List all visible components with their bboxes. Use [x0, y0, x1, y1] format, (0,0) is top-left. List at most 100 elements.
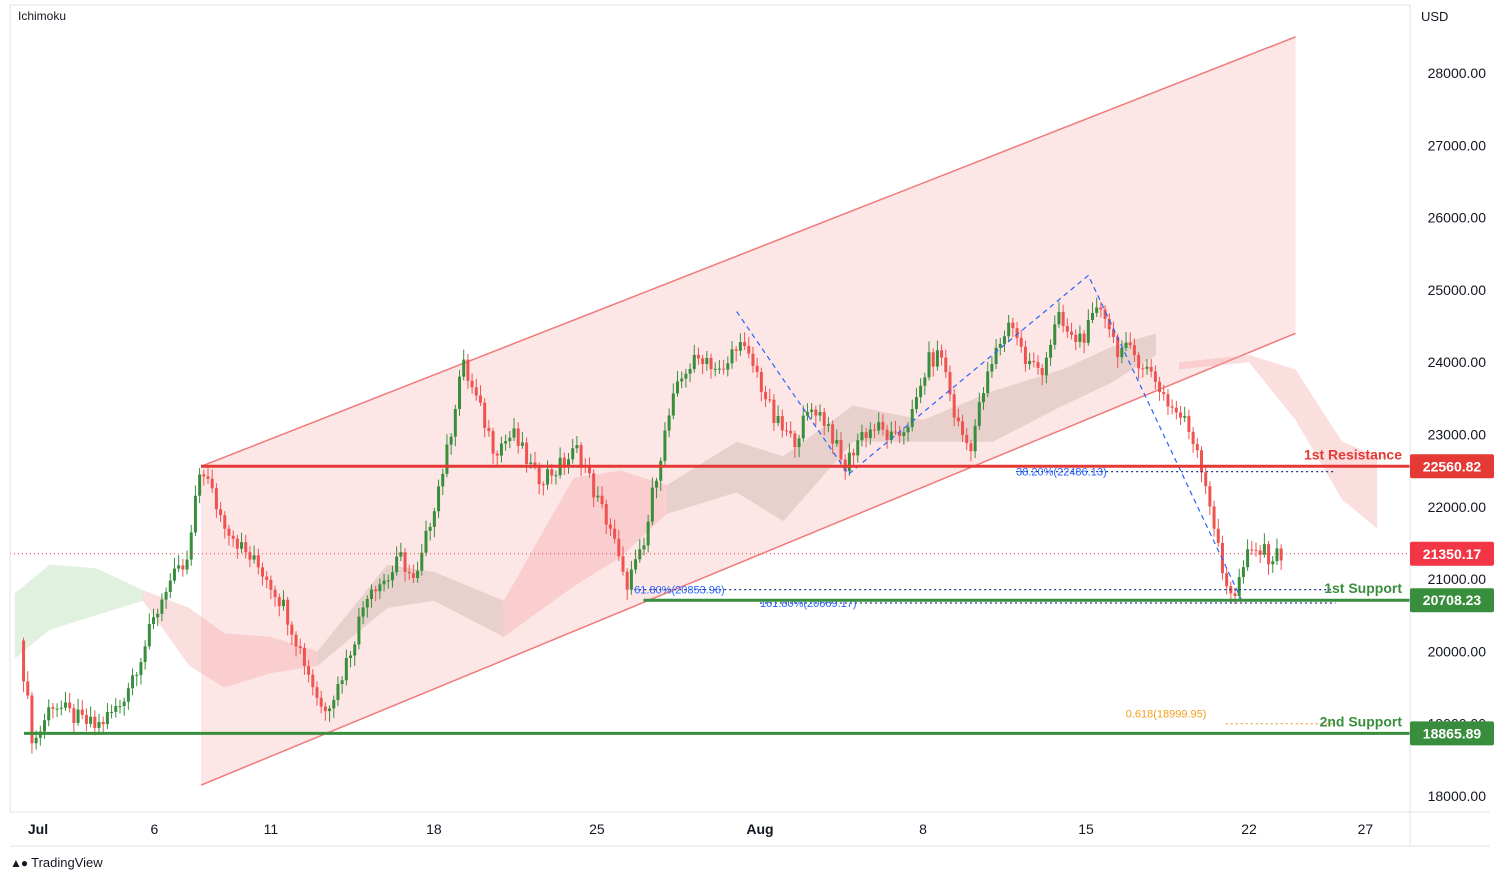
candle-body [244, 542, 248, 553]
candle-body [273, 589, 277, 598]
x-tick-label: Aug [746, 821, 773, 837]
candle-body [608, 524, 612, 529]
candle-body [22, 640, 26, 682]
candle-body [1019, 337, 1023, 347]
candle-body [1262, 544, 1266, 555]
candle-body [382, 580, 386, 585]
candle-body [638, 549, 642, 560]
tradingview-logo: ▲● TradingView [10, 855, 103, 870]
candle-body [428, 526, 432, 531]
ichimoku-cloud-red-3 [1179, 354, 1378, 529]
candle-body [1036, 362, 1040, 368]
candle-body [198, 474, 202, 496]
candle-body [780, 416, 784, 431]
plot-area[interactable]: 38.20%(22486.13)61.80%(20853.96)161.80%(… [10, 36, 1410, 786]
candle-body [110, 711, 114, 713]
candle-body [227, 528, 231, 536]
level-price-label: 22560.82 [1423, 458, 1482, 474]
candle-body [629, 569, 633, 590]
candle-body [948, 372, 952, 395]
price-axis[interactable]: 18000.0019000.0020000.0021000.0022000.00… [9, 4, 1494, 847]
candle-body [181, 565, 185, 570]
candle-body [931, 352, 935, 367]
candle-body [1195, 443, 1199, 451]
fib-swing-line[interactable] [736, 274, 1243, 602]
rising-channel-fill [201, 36, 1296, 786]
candle-body [1044, 357, 1048, 376]
candle-body [1271, 561, 1275, 565]
candle-body [747, 345, 751, 354]
candle-body [814, 409, 818, 416]
candle-body [688, 368, 692, 374]
candle-body [642, 545, 646, 550]
candle-body [349, 655, 353, 659]
candle-body [193, 495, 197, 533]
candle-body [491, 431, 495, 454]
candle-body [1212, 506, 1216, 529]
candle-body [307, 666, 311, 675]
candle-body [353, 644, 357, 656]
candle-body [831, 424, 835, 444]
candle-body [579, 445, 583, 466]
candle-body [1166, 394, 1170, 407]
candle-body [51, 707, 55, 709]
candle-body [1191, 431, 1195, 444]
candle-body [290, 624, 294, 635]
candle-body [973, 425, 977, 452]
candle-body [768, 399, 772, 401]
candle-body [1158, 381, 1162, 393]
candle-body [470, 380, 474, 388]
candle-body [265, 576, 269, 580]
candle-body [998, 343, 1002, 348]
candle-body [676, 381, 680, 394]
candle-body [458, 376, 462, 409]
candle-body [567, 459, 571, 467]
candle-body [554, 475, 558, 477]
candle-body [889, 431, 893, 440]
indicator-label[interactable]: Ichimoku [18, 9, 67, 23]
channel-upper-line[interactable] [200, 36, 1296, 468]
y-tick-label: 18000.00 [1428, 788, 1487, 804]
x-tick-label: 11 [264, 821, 279, 837]
candle-body [512, 428, 516, 438]
candle-body [1170, 406, 1174, 408]
candle-body [59, 707, 63, 709]
candle-body [369, 589, 373, 600]
candle-body [856, 440, 860, 456]
fib-level-label: 0.618(18999.95) [1126, 709, 1207, 721]
candle-body [399, 552, 403, 557]
candle-body [839, 440, 843, 460]
candle-body [961, 421, 965, 435]
candle-body [793, 433, 797, 448]
candle-body [1057, 311, 1061, 325]
candle-body [525, 442, 529, 465]
level-price-tag [1410, 454, 1494, 479]
channel-lower-line[interactable] [200, 332, 1296, 786]
candle-body [801, 415, 805, 439]
candle-body [713, 368, 717, 370]
candle-body [717, 368, 721, 370]
candle-body [126, 688, 130, 702]
candle-body [311, 674, 315, 688]
candle-body [822, 412, 826, 426]
candle-body [764, 391, 768, 400]
candle-body [1237, 577, 1241, 597]
x-tick-label: 8 [919, 821, 927, 837]
y-tick-label: 25000.00 [1428, 282, 1487, 298]
last-price-label: 21350.17 [1423, 546, 1482, 562]
candle-body [646, 521, 650, 546]
candle-body [344, 658, 348, 681]
candle-body [1258, 550, 1262, 555]
candle-body [248, 552, 252, 560]
candle-body [336, 684, 340, 700]
candle-body [445, 444, 449, 474]
candle-body [395, 556, 399, 573]
candle-body [772, 399, 776, 423]
candle-body [172, 568, 176, 581]
candle-body [441, 473, 445, 487]
x-tick-label: 27 [1358, 821, 1374, 837]
y-tick-label: 21000.00 [1428, 571, 1487, 587]
candle-body [868, 429, 872, 438]
candle-body [1208, 486, 1212, 507]
